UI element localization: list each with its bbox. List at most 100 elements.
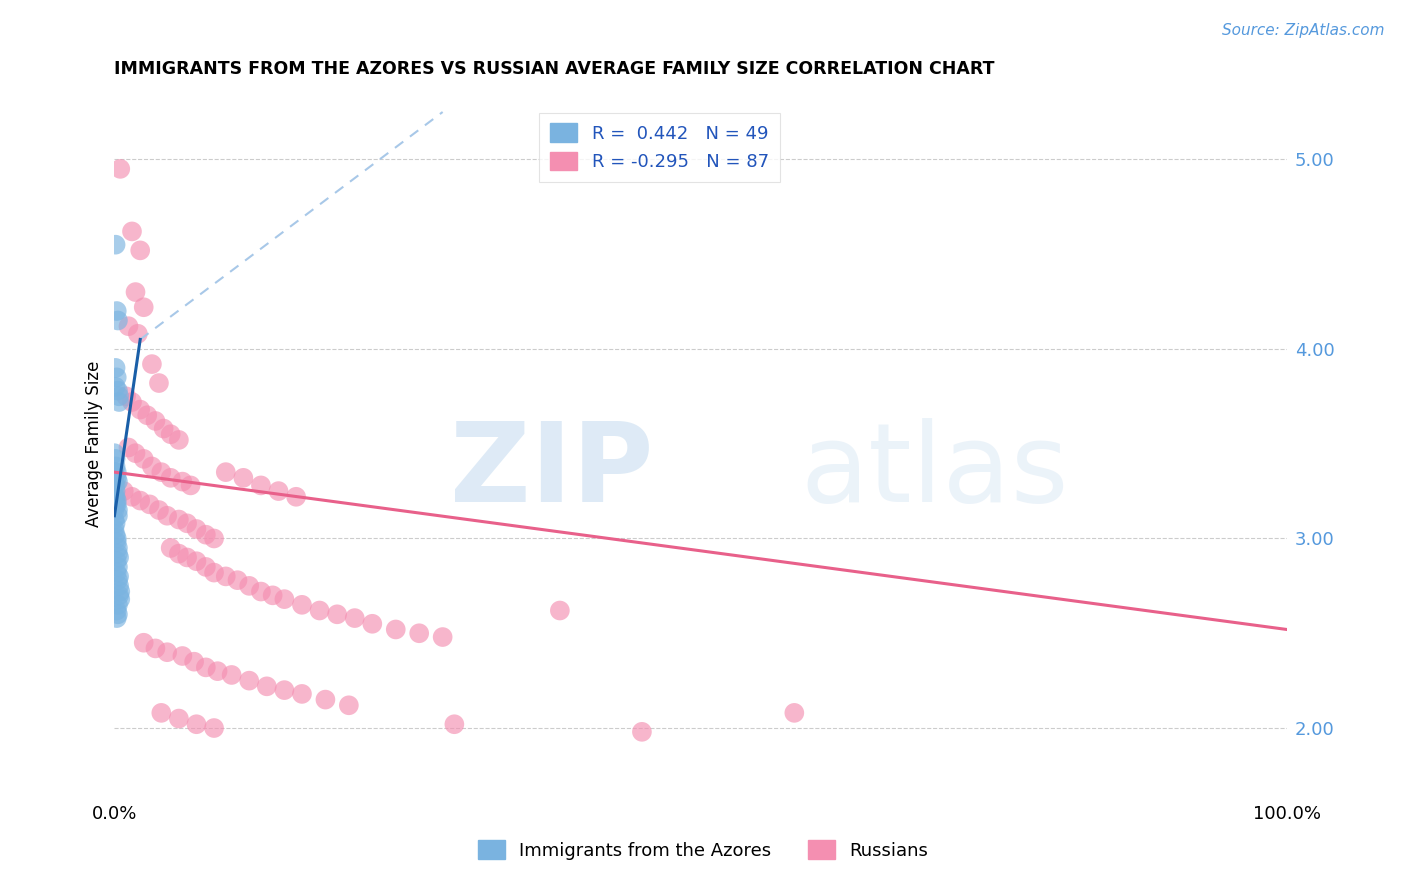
Point: [108, 389, 131, 403]
Point: [107, 508, 129, 523]
Point: [104, 360, 127, 375]
Point: [117, 319, 139, 334]
Text: atlas: atlas: [801, 418, 1069, 525]
Point: [136, 409, 159, 423]
Point: [107, 598, 129, 612]
Point: [167, 712, 190, 726]
Point: [141, 357, 163, 371]
Point: [167, 433, 190, 447]
Point: [250, 478, 273, 492]
Point: [207, 664, 229, 678]
Point: [104, 380, 127, 394]
Point: [104, 484, 127, 499]
Point: [215, 569, 238, 583]
Point: [103, 446, 125, 460]
Point: [104, 527, 127, 541]
Point: [112, 484, 135, 499]
Point: [152, 421, 174, 435]
Point: [108, 588, 131, 602]
Point: [262, 588, 284, 602]
Point: [256, 679, 278, 693]
Point: [110, 161, 132, 176]
Point: [105, 532, 128, 546]
Point: [121, 490, 143, 504]
Point: [150, 465, 173, 479]
Point: [107, 560, 129, 574]
Point: [107, 547, 129, 561]
Point: [104, 451, 127, 466]
Point: [105, 566, 128, 580]
Point: [103, 522, 125, 536]
Point: [215, 465, 238, 479]
Point: [117, 441, 139, 455]
Point: [108, 550, 131, 565]
Point: [103, 475, 125, 489]
Point: [167, 512, 190, 526]
Point: [132, 451, 155, 466]
Point: [172, 648, 194, 663]
Point: [783, 706, 806, 720]
Point: [148, 503, 170, 517]
Point: [104, 459, 127, 474]
Point: [115, 389, 138, 403]
Point: [167, 547, 190, 561]
Point: [159, 541, 181, 555]
Point: [631, 724, 654, 739]
Point: [343, 611, 366, 625]
Point: [221, 668, 243, 682]
Point: [110, 584, 132, 599]
Point: [148, 376, 170, 390]
Point: [129, 244, 152, 258]
Text: IMMIGRANTS FROM THE AZORES VS RUSSIAN AVERAGE FAMILY SIZE CORRELATION CHART: IMMIGRANTS FROM THE AZORES VS RUSSIAN AV…: [114, 60, 995, 78]
Point: [186, 717, 208, 731]
Legend: R =  0.442   N = 49, R = -0.295   N = 87: R = 0.442 N = 49, R = -0.295 N = 87: [540, 112, 780, 182]
Point: [156, 645, 179, 659]
Point: [308, 603, 330, 617]
Point: [176, 516, 198, 531]
Point: [159, 471, 181, 485]
Point: [180, 478, 202, 492]
Point: [107, 573, 129, 587]
Point: [124, 446, 146, 460]
Point: [194, 560, 217, 574]
Point: [105, 497, 128, 511]
Point: [105, 611, 128, 625]
Point: [194, 527, 217, 541]
Point: [548, 603, 571, 617]
Point: [105, 304, 128, 318]
Point: [105, 471, 128, 485]
Point: [186, 522, 208, 536]
Point: [104, 516, 127, 531]
Point: [103, 490, 125, 504]
Point: [107, 475, 129, 489]
Point: [107, 503, 129, 517]
Point: [104, 490, 127, 504]
Point: [145, 641, 167, 656]
Point: [141, 459, 163, 474]
Point: [186, 554, 208, 568]
Point: [273, 683, 295, 698]
Point: [172, 475, 194, 489]
Point: [238, 673, 260, 688]
Point: [104, 478, 127, 492]
Point: [107, 541, 129, 555]
Point: [150, 706, 173, 720]
Point: [105, 603, 128, 617]
Point: [326, 607, 349, 622]
Point: [105, 370, 128, 384]
Point: [103, 465, 125, 479]
Point: [129, 493, 152, 508]
Point: [285, 490, 308, 504]
Point: [194, 660, 217, 674]
Point: [132, 300, 155, 314]
Point: [361, 616, 384, 631]
Point: [105, 465, 128, 479]
Point: [110, 592, 132, 607]
Point: [107, 384, 129, 398]
Point: [104, 497, 127, 511]
Point: [121, 395, 143, 409]
Point: [105, 535, 128, 549]
Point: [104, 237, 127, 252]
Point: [127, 326, 149, 341]
Point: [105, 554, 128, 568]
